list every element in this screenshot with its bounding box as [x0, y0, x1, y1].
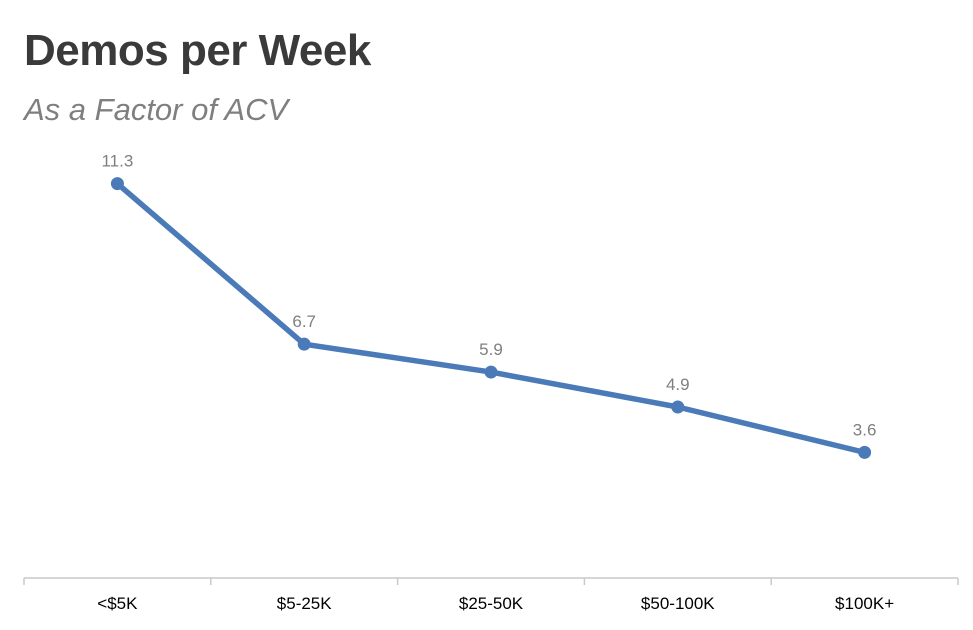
data-point [484, 365, 498, 379]
x-tick-label: <$5K [97, 594, 138, 613]
data-point [110, 177, 124, 191]
data-label: 11.3 [101, 152, 133, 171]
data-point [671, 400, 685, 414]
data-point [297, 337, 311, 351]
x-tick-label: $5-25K [277, 594, 332, 613]
data-point [858, 445, 872, 459]
chart-subtitle: As a Factor of ACV [24, 92, 289, 127]
data-label: 5.9 [479, 340, 503, 359]
data-label: 4.9 [666, 375, 690, 394]
data-label: 6.7 [292, 312, 316, 331]
x-tick-label: $100K+ [835, 594, 894, 613]
x-tick-label: $50-100K [641, 594, 715, 613]
chart-title: Demos per Week [24, 26, 371, 75]
series-line [114, 180, 868, 456]
x-tick-label: $25-50K [459, 594, 524, 613]
data-label: 3.6 [853, 420, 877, 439]
